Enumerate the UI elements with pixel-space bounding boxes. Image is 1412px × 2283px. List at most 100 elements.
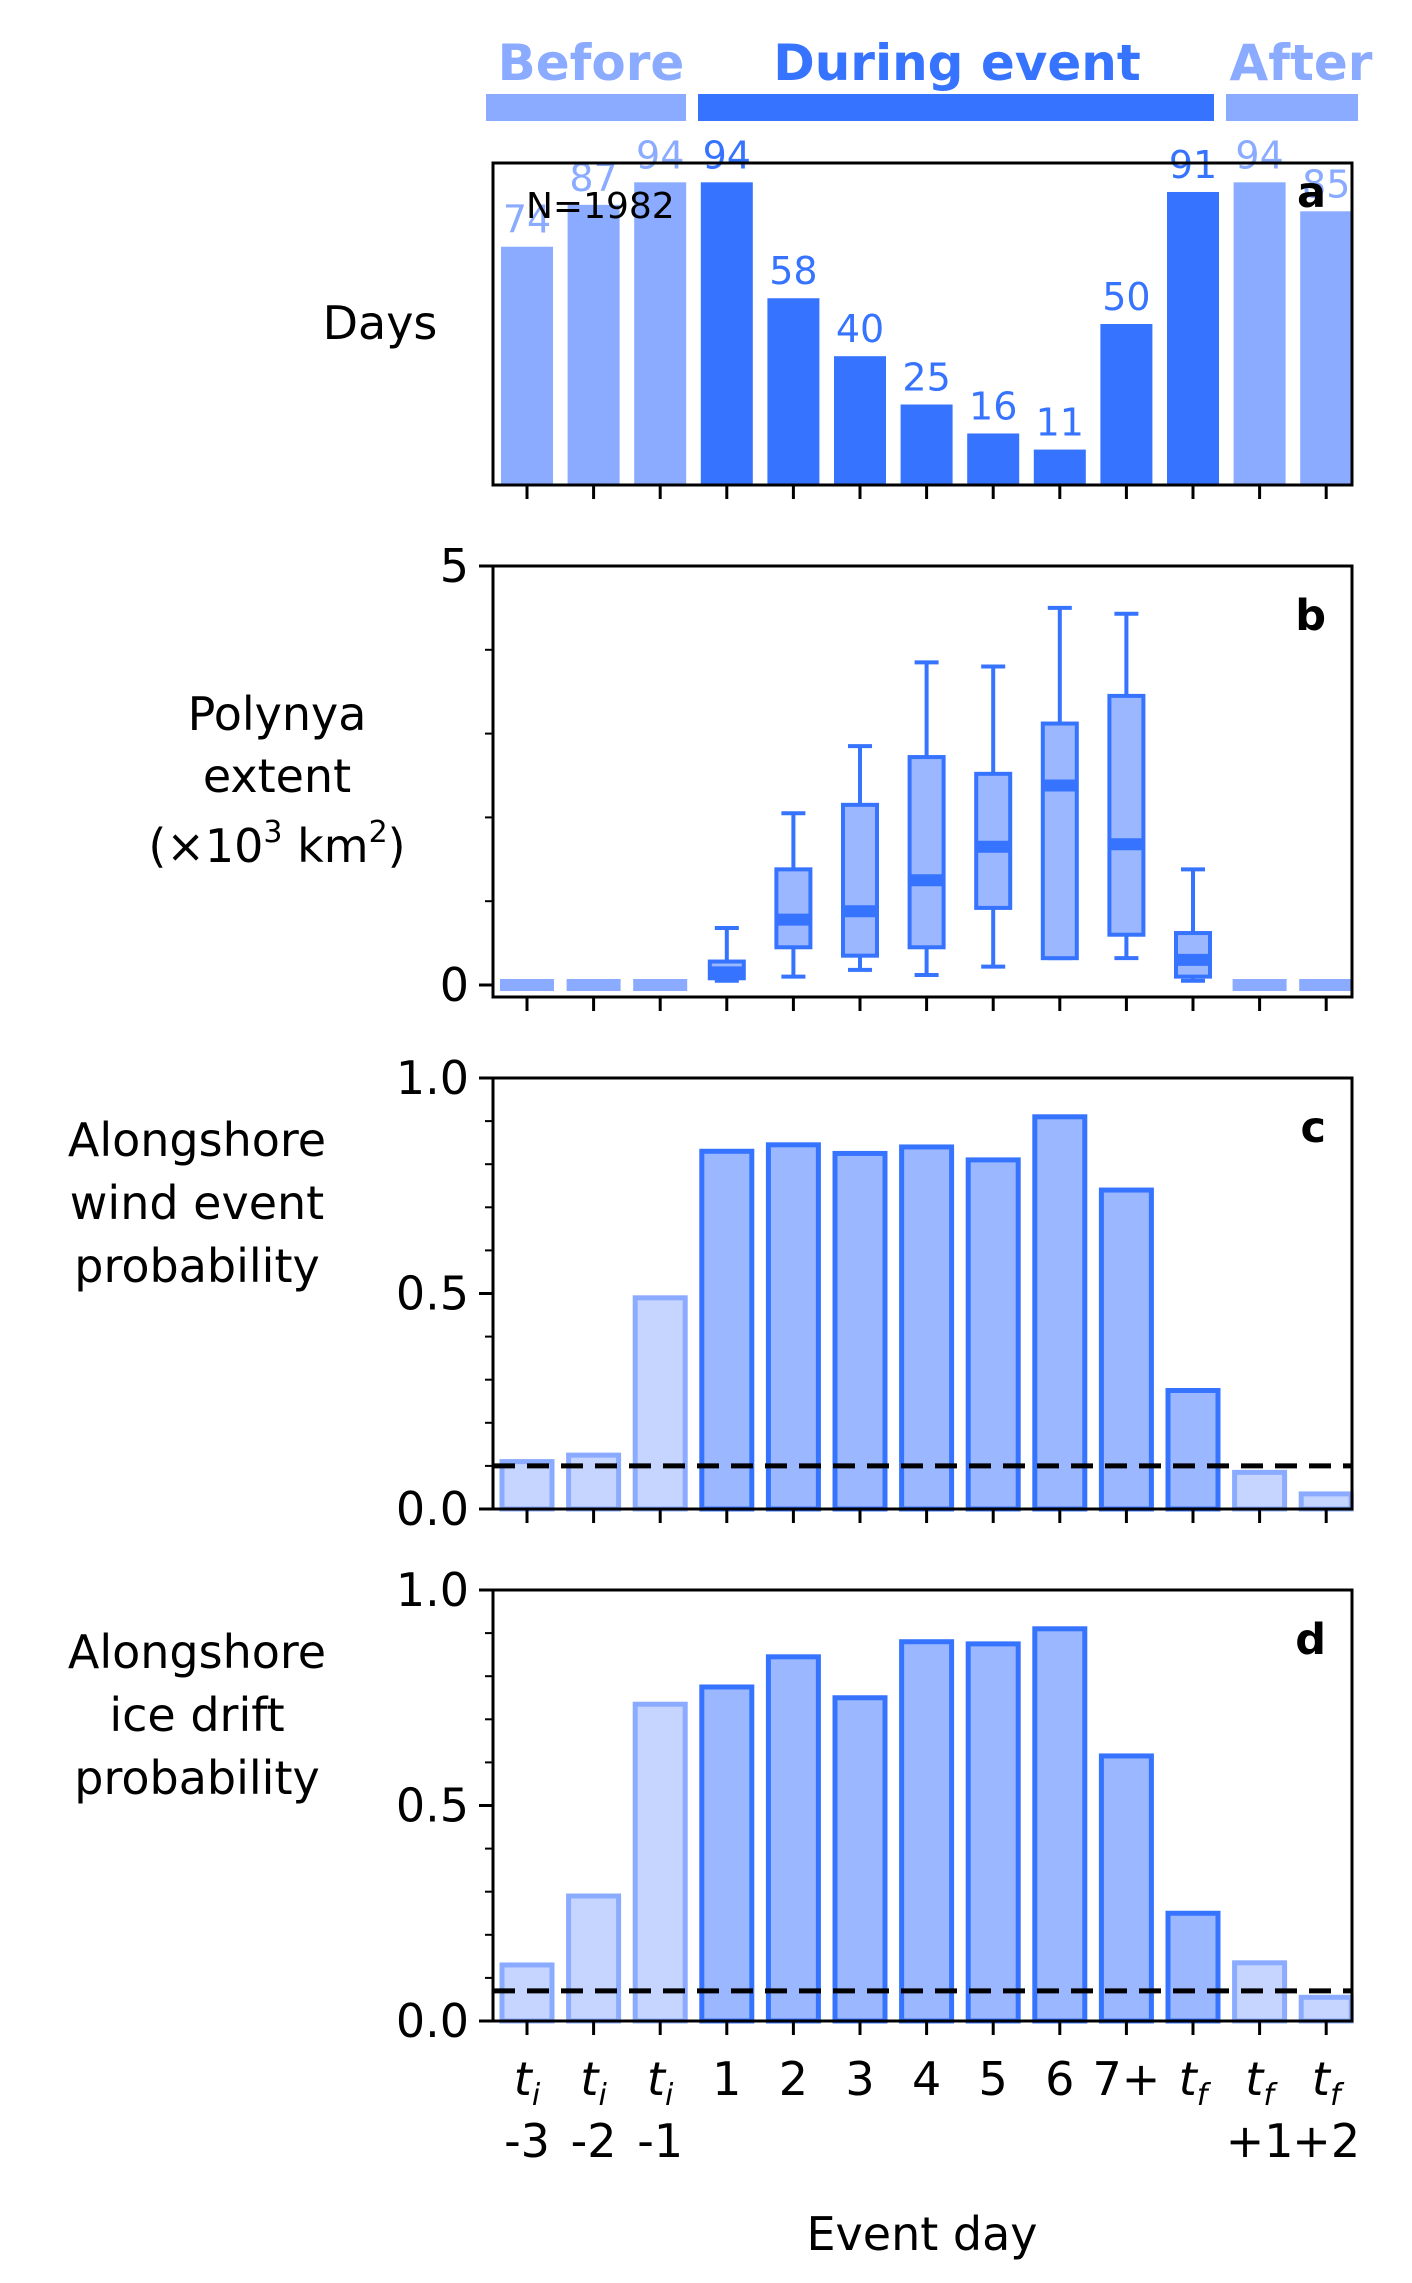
panel-b-box-6 <box>907 755 946 950</box>
x-tick-label-0: ti <box>514 2052 541 2113</box>
panel-d-bar-4 <box>765 1654 821 2024</box>
before-bar <box>486 94 686 121</box>
panel-a-bar-7 <box>967 433 1020 485</box>
panel-d-bar-6 <box>899 1639 955 2024</box>
panel-a-value-label-2: 94 <box>636 133 684 177</box>
panel-b-box-5 <box>841 802 879 958</box>
panel-d-bar-1 <box>566 1893 622 2024</box>
panel-d-label: d <box>1295 1615 1326 1665</box>
panel-a-bar-2 <box>634 182 687 485</box>
panel-a-bar-9 <box>1100 324 1153 485</box>
panel-c-bar-2 <box>632 1295 688 1512</box>
x-axis-tick-labels: ti-3ti-2ti-11 2 3 4 5 6 7+ tf tf+1tf+2 <box>504 2052 1360 2168</box>
panel-a-value-label-11: 94 <box>1235 133 1283 177</box>
panel-a-label: a <box>1297 168 1326 218</box>
panel-d-ytick-label-0: 0.0 <box>396 1994 469 2048</box>
panel-d-bar-2 <box>632 1701 688 2024</box>
panel-b-frame <box>491 564 1354 999</box>
x-axis-label: Event day <box>806 2207 1037 2261</box>
x-tick-label-5: 3 <box>845 2052 874 2106</box>
panel-d-bar-10 <box>1165 1910 1221 2024</box>
after-label: After <box>1230 34 1373 92</box>
panel-d-frame <box>491 1588 1354 2023</box>
panel-b-box-9 <box>1107 693 1146 937</box>
x-tick-label-second-line-1: -2 <box>571 2114 617 2168</box>
panel-b-yticks: 05 <box>440 539 493 1012</box>
panel-c-xticks <box>525 1509 1328 1523</box>
panel-c-bar-1 <box>566 1452 622 1512</box>
panel-d-ylabel-line-2: ice drift <box>109 1688 284 1742</box>
panel-c-ylabel-line-1: Alongshore <box>68 1113 326 1167</box>
panel-b-label: b <box>1295 591 1326 641</box>
panel-a-value-label-8: 11 <box>1036 401 1084 445</box>
panel-c-bar-5 <box>832 1150 888 1512</box>
panel-c-bar-8 <box>1032 1114 1088 1512</box>
x-tick-label-2: ti <box>647 2052 674 2113</box>
x-tick-label-4: 2 <box>779 2052 808 2106</box>
panel-a-frame <box>491 161 1354 487</box>
panel-a-bar-6 <box>900 404 953 485</box>
x-tick-label-3: 1 <box>712 2052 741 2106</box>
panel-a-bar-4 <box>767 298 820 485</box>
panel-a-bar-8 <box>1033 449 1086 485</box>
panel-b-ytick-label-0: 0 <box>440 958 469 1012</box>
panel-a-bar-1 <box>567 204 620 486</box>
panel-d-bar-7 <box>965 1641 1021 2024</box>
panel-a-xticks <box>525 485 1328 499</box>
panel-a-bars <box>501 182 1353 486</box>
panel-d-bar-12 <box>1298 1994 1354 2024</box>
panel-d-ytick-label-1: 0.5 <box>396 1779 469 1833</box>
panel-d-xticks <box>525 2021 1328 2035</box>
panel-d-bars <box>499 1626 1354 2024</box>
panel-a-annotation: N=1982 <box>526 186 675 227</box>
x-tick-label-second-line-12: +2 <box>1292 2114 1360 2168</box>
x-tick-label-8: 6 <box>1045 2052 1074 2106</box>
panel-b-box-1 <box>566 979 621 991</box>
before-label: Before <box>498 34 685 92</box>
panel-a-value-label-4: 58 <box>769 249 817 293</box>
panel-a-value-label-6: 25 <box>902 356 950 400</box>
panel-b-box-11 <box>1232 979 1287 991</box>
panel-c-bars <box>499 1114 1354 1512</box>
panel-c-bar-7 <box>965 1157 1021 1512</box>
panel-c-ytick-label-2: 1.0 <box>396 1051 469 1105</box>
x-tick-label-7: 5 <box>979 2052 1008 2106</box>
panel-d-ylabel-line-1: Alongshore <box>68 1625 326 1679</box>
x-tick-label-10: tf <box>1179 2052 1212 2113</box>
panel-b-ytick-label-1: 5 <box>440 539 469 593</box>
panel-a-bar-5 <box>834 356 886 485</box>
panel-b: 05 b Polynya extent (×103 km2) <box>148 539 1354 1012</box>
panel-b-box-0 <box>500 979 554 991</box>
phase-header: Before During event After <box>486 34 1373 121</box>
panel-c-ylabel-line-2: wind event <box>70 1176 324 1230</box>
x-tick-label-second-line-11: +1 <box>1226 2114 1294 2168</box>
panel-b-box-4 <box>774 867 813 950</box>
panel-a-bar-12 <box>1300 211 1353 486</box>
panel-b-ylabel-line-1: Polynya <box>188 687 367 741</box>
panel-d: 0.0 0.5 1.0 d Alongshore ice drift probabi… <box>68 1563 1354 2048</box>
panel-a-value-label-5: 40 <box>836 307 884 351</box>
panel-b-ylabel-unit: (×103 km2) <box>148 815 405 873</box>
panel-d-bar-3 <box>699 1684 755 2024</box>
x-tick-label-12: tf <box>1312 2052 1345 2113</box>
panel-b-box-2 <box>633 979 688 991</box>
panel-b-box-12 <box>1299 979 1354 991</box>
during-label: During event <box>773 34 1141 92</box>
x-tick-label-second-line-0: -3 <box>504 2114 550 2168</box>
panel-b-boxes <box>500 605 1354 991</box>
panel-a-bar-3 <box>700 182 753 485</box>
panel-c: 0.0 0.5 1.0 c Alongshore wind event probab… <box>68 1051 1354 1536</box>
panel-d-ytick-label-2: 1.0 <box>396 1563 469 1617</box>
x-tick-label-1: ti <box>580 2052 607 2113</box>
panel-d-bar-5 <box>832 1695 888 2024</box>
during-bar <box>698 94 1214 121</box>
panel-c-yticks: 0.0 0.5 1.0 <box>396 1051 493 1536</box>
panel-c-ytick-label-1: 0.5 <box>396 1267 469 1321</box>
panel-c-ytick-label-0: 0.0 <box>396 1482 469 1536</box>
panel-c-bar-3 <box>699 1148 755 1512</box>
panel-c-bar-4 <box>765 1142 821 1512</box>
after-bar <box>1226 94 1358 121</box>
panel-b-ylabel-line-2: extent <box>203 749 351 803</box>
